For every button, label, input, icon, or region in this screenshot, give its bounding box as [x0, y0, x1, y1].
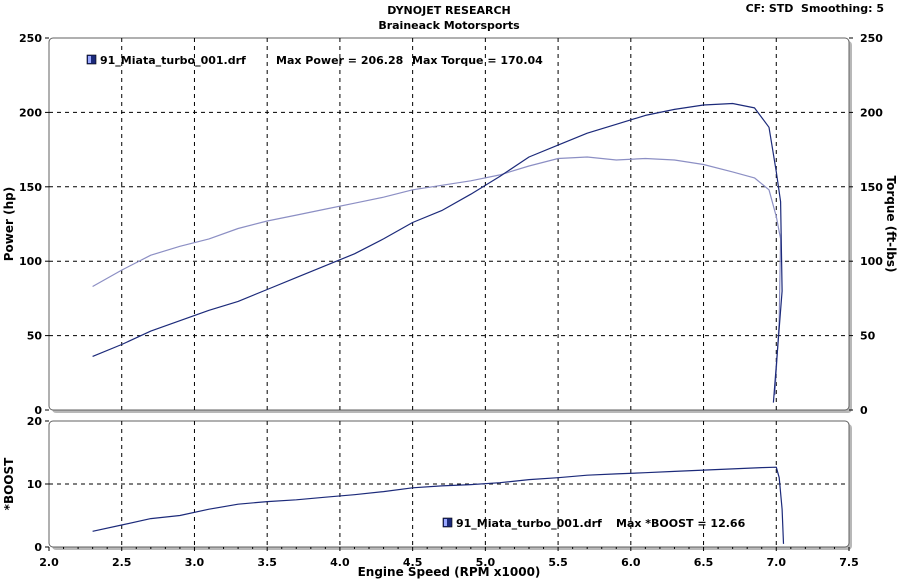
- power-legend-swatch-highlight: [88, 56, 91, 63]
- x-tick-label: 4.5: [403, 556, 423, 569]
- settings-readout: CF: STD Smoothing: 5: [745, 2, 884, 15]
- legend-max-boost: Max *BOOST = 12.66: [616, 517, 746, 530]
- x-tick-label: 5.5: [548, 556, 568, 569]
- x-tick-label: 2.0: [39, 556, 59, 569]
- y-tick-label-left: 0: [34, 404, 42, 417]
- boost-y-tick-label: 10: [27, 478, 43, 491]
- y-axis-label-boost: *BOOST: [2, 457, 16, 510]
- x-tick-label: 6.5: [694, 556, 714, 569]
- y-tick-label-left: 200: [19, 106, 42, 119]
- x-tick-label: 6.0: [621, 556, 641, 569]
- boost-series-line: [92, 466, 785, 544]
- chart-title: DYNOJET RESEARCH: [387, 4, 511, 17]
- torque-series-line: [92, 156, 782, 396]
- y-axis-label-power: Power (hp): [2, 187, 16, 261]
- y-tick-label-left: 50: [27, 330, 43, 343]
- y-tick-label-left: 250: [19, 32, 42, 45]
- boost-legend-run-name: 91_Miata_turbo_001.drf: [456, 517, 602, 530]
- legend-run-name: 91_Miata_turbo_001.drf: [100, 54, 246, 67]
- x-tick-label: 3.0: [185, 556, 205, 569]
- x-tick-label: 3.5: [257, 556, 277, 569]
- boost-y-tick-label: 0: [34, 541, 42, 554]
- y-tick-label-left: 100: [19, 255, 42, 268]
- x-axis-label: Engine Speed (RPM x1000): [358, 565, 541, 579]
- y-tick-label-right: 250: [860, 32, 883, 45]
- legend-max-torque: Max Torque = 170.04: [412, 54, 543, 67]
- boost-y-tick-label: 20: [27, 415, 43, 428]
- power-series-line: [92, 102, 783, 403]
- chart-subtitle: Braineack Motorsports: [378, 19, 520, 32]
- y-tick-label-right: 100: [860, 255, 883, 268]
- x-tick-label: 5.0: [476, 556, 496, 569]
- x-tick-label: 4.0: [330, 556, 350, 569]
- power-legend-swatch: [86, 54, 97, 65]
- y-tick-label-right: 50: [860, 330, 876, 343]
- x-tick-label: 7.0: [767, 556, 787, 569]
- y-tick-label-right: 0: [860, 404, 868, 417]
- y-tick-label-right: 150: [860, 181, 883, 194]
- boost-legend-swatch: [442, 517, 453, 528]
- y-axis-label-torque: Torque (ft-lbs): [884, 176, 898, 273]
- legend-max-power: Max Power = 206.28: [276, 54, 403, 67]
- x-tick-label: 7.5: [839, 556, 859, 569]
- power-panel-frame: [48, 37, 850, 411]
- x-tick-label: 2.5: [112, 556, 132, 569]
- y-tick-label-right: 200: [860, 106, 883, 119]
- boost-legend-swatch-highlight: [444, 519, 447, 526]
- y-tick-label-left: 150: [19, 181, 42, 194]
